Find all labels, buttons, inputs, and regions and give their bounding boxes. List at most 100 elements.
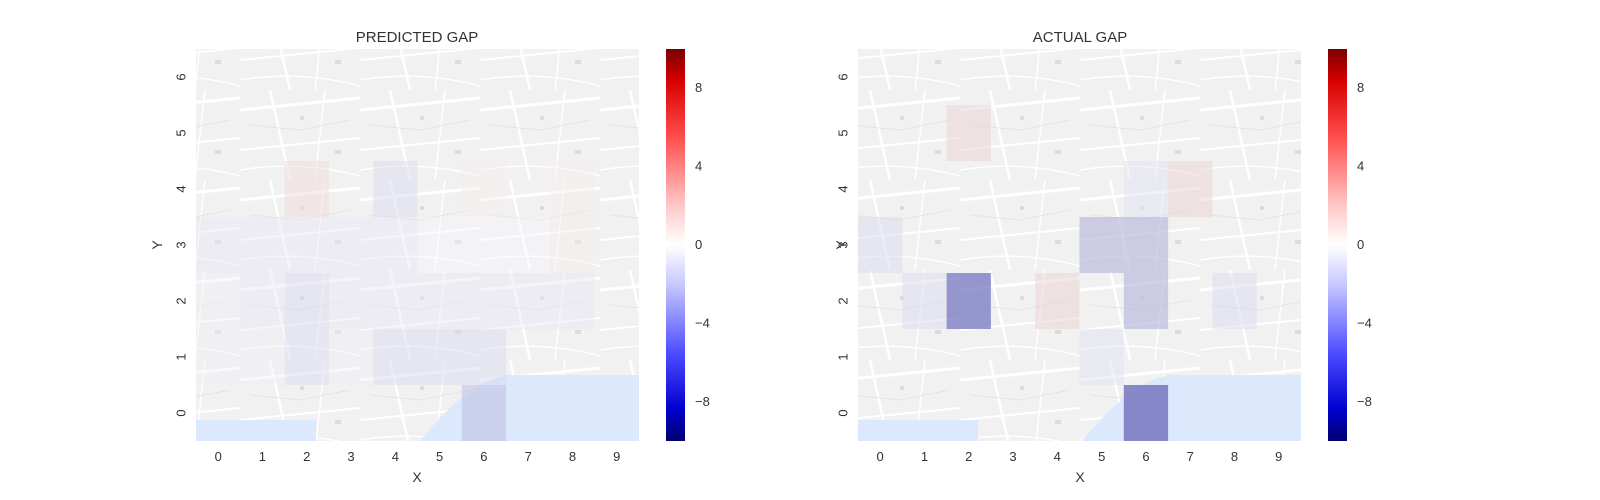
heatmap-cell [196, 217, 241, 273]
heatmap-cell [196, 273, 241, 329]
colorbar-tick-label: −4 [1357, 315, 1372, 330]
heatmap-cell [373, 161, 418, 217]
heatmap-cell [550, 161, 595, 217]
y-tick-label: 5 [835, 129, 850, 136]
y-tick-label: 0 [835, 409, 850, 416]
y-tick-label: 2 [835, 297, 850, 304]
heatmap-cell [284, 329, 329, 385]
heatmap-cell [1123, 161, 1169, 217]
y-tick-label: 5 [173, 129, 188, 136]
heatmap-cell [902, 273, 947, 329]
x-tick-label: 1 [259, 449, 266, 464]
heatmap-cell [284, 161, 329, 217]
heatmap-cell [373, 273, 418, 329]
y-tick-label: 4 [835, 185, 850, 192]
heatmap-cell [328, 273, 374, 329]
y-tick-label: 1 [835, 353, 850, 360]
heatmap-cell [417, 273, 462, 329]
chart-title: ACTUAL GAP [1033, 29, 1127, 46]
heatmap-cell [1035, 273, 1080, 329]
y-axis-label: Y [833, 240, 849, 250]
riverbank-area [858, 420, 978, 441]
heatmap-cell [461, 161, 507, 217]
heatmap-cell [196, 329, 241, 385]
heatmap-cells [858, 105, 1257, 441]
colorbar-ticks: 8 4 0 −4 −8 [1357, 80, 1372, 409]
heatmap-cell [1079, 329, 1124, 385]
heatmap-cell [1123, 273, 1169, 329]
heatmap-cell [461, 273, 507, 329]
x-tick-label: 3 [347, 449, 354, 464]
colorbar-ticks: 8 4 0 −4 −8 [695, 80, 710, 409]
heatmap-cell [240, 217, 285, 273]
y-tick-label: 4 [173, 185, 188, 192]
heatmap-cell [550, 217, 595, 273]
y-tick-label: 2 [173, 297, 188, 304]
heatmap-cells [196, 161, 595, 441]
x-tick-label: 0 [215, 449, 222, 464]
colorbar-tick-label: 4 [695, 159, 702, 174]
x-tick-label: 1 [921, 449, 928, 464]
x-axis-ticks: 0 1 2 3 4 5 6 7 8 9 [876, 449, 1282, 464]
riverbank-area [196, 420, 316, 441]
x-tick-label: 7 [1187, 449, 1194, 464]
heatmap-cell [284, 273, 329, 329]
x-tick-label: 2 [303, 449, 310, 464]
heatmap-cell [1212, 273, 1257, 329]
heatmap-cell [373, 217, 418, 273]
colorbar-tick-label: 0 [695, 237, 702, 252]
y-tick-label: 3 [835, 241, 850, 248]
x-tick-label: 6 [1142, 449, 1149, 464]
colorbar: 8 4 0 −4 −8 [666, 49, 710, 441]
x-tick-label: 5 [436, 449, 443, 464]
heatmap-cell [506, 217, 551, 273]
heatmap-cell [1123, 385, 1169, 441]
x-tick-label: 4 [392, 449, 399, 464]
x-axis-label: X [1075, 469, 1085, 485]
colorbar-tick-label: 0 [1357, 237, 1364, 252]
y-axis-label: Y [149, 240, 165, 250]
heatmap-cell [506, 273, 551, 329]
x-axis-label: X [412, 469, 422, 485]
heatmap-cell [417, 217, 462, 273]
y-axis-ticks: 0 1 2 3 4 5 6 [835, 73, 850, 416]
river-area [1167, 375, 1301, 441]
x-tick-label: 6 [480, 449, 487, 464]
x-tick-label: 2 [965, 449, 972, 464]
heatmap-cell [461, 385, 507, 441]
y-tick-label: 6 [173, 73, 188, 80]
heatmap-cell [1168, 161, 1213, 217]
colorbar-tick-label: −8 [695, 394, 710, 409]
heatmap-cell [550, 273, 595, 329]
y-tick-label: 6 [835, 73, 850, 80]
heatmap-cell [328, 329, 374, 385]
heatmap-plot-area [858, 49, 1301, 441]
heatmap-cell [946, 273, 991, 329]
heatmap-cell [373, 329, 418, 385]
x-tick-label: 7 [525, 449, 532, 464]
colorbar-tick-label: 4 [1357, 159, 1364, 174]
x-tick-label: 3 [1009, 449, 1016, 464]
x-axis-ticks: 0 1 2 3 4 5 6 7 8 9 [215, 449, 621, 464]
y-axis-ticks: 0 1 2 3 4 5 6 [173, 73, 188, 416]
chart-title: PREDICTED GAP [356, 29, 479, 46]
x-tick-label: 8 [1231, 449, 1238, 464]
colorbar-gradient [666, 49, 685, 441]
x-tick-label: 5 [1098, 449, 1105, 464]
x-tick-label: 8 [569, 449, 576, 464]
x-tick-label: 9 [613, 449, 620, 464]
x-tick-label: 4 [1054, 449, 1061, 464]
y-tick-label: 1 [173, 353, 188, 360]
heatmap-cell [461, 329, 507, 385]
heatmap-cell [461, 217, 507, 273]
y-tick-label: 3 [173, 241, 188, 248]
heatmap-cell [1123, 217, 1169, 273]
heatmap-cell [946, 105, 991, 161]
heatmap-cell [284, 217, 329, 273]
heatmap-cell [1079, 217, 1124, 273]
heatmap-cell [240, 329, 285, 385]
heatmap-cell [858, 217, 903, 273]
y-tick-label: 0 [173, 409, 188, 416]
